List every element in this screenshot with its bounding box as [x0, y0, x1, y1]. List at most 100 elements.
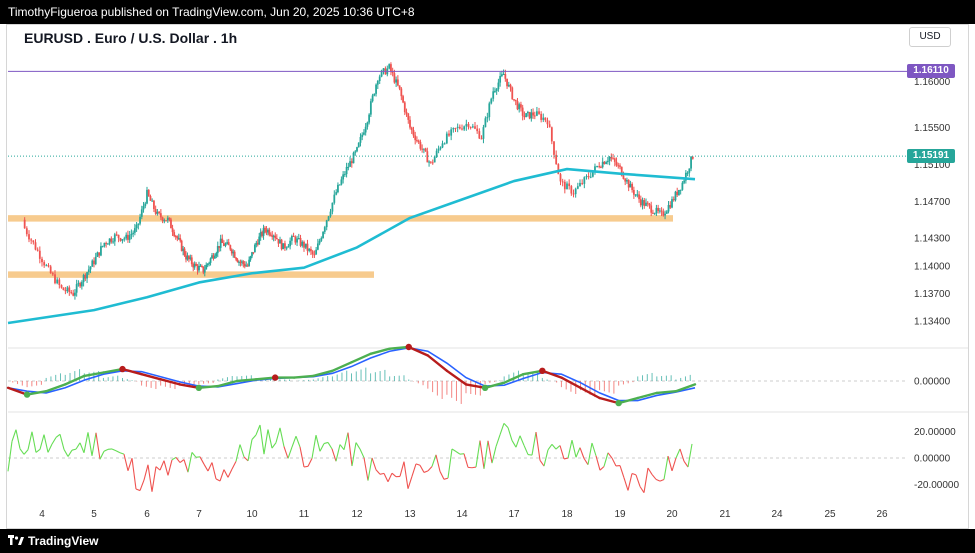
candle-body — [179, 238, 182, 241]
candle-body — [653, 213, 656, 215]
candle-body — [504, 74, 507, 79]
osc1-main-segment — [25, 390, 48, 396]
support-zone — [8, 271, 374, 278]
candle-body — [54, 274, 56, 284]
osc2-segment — [343, 432, 349, 450]
candle-body — [202, 266, 205, 273]
osc2-segment — [555, 445, 561, 450]
osc2-segment — [367, 457, 373, 481]
candle-body — [410, 127, 413, 131]
candle-body — [264, 227, 266, 230]
candle-body — [137, 223, 140, 225]
oscillator-1-pane: 0.00000 — [6, 343, 951, 407]
candle-body — [467, 123, 470, 128]
candle-body — [117, 234, 120, 239]
osc2-segment — [247, 439, 253, 461]
candle-body — [36, 249, 39, 251]
osc2-segment — [487, 440, 493, 464]
candle-body — [70, 292, 73, 294]
candle-body — [183, 248, 186, 256]
candle-body — [135, 224, 138, 229]
candle-body — [523, 115, 526, 118]
osc2-segment — [211, 462, 217, 480]
osc2-segment — [259, 424, 265, 455]
candle-body — [490, 98, 493, 104]
osc2-segment — [171, 456, 177, 461]
osc1-main-segment — [140, 373, 162, 381]
candle-body — [452, 127, 455, 130]
osc2-segment — [419, 465, 425, 473]
candle-body — [218, 246, 221, 248]
osc2-segment — [311, 435, 317, 459]
currency-button[interactable]: USD — [909, 27, 951, 47]
candle-body — [478, 131, 481, 139]
candle-body — [576, 186, 579, 189]
candle-body — [454, 127, 457, 129]
y-tick-label: 1.13700 — [914, 289, 951, 300]
candle-body — [417, 140, 420, 142]
osc2-segment — [451, 448, 457, 452]
osc2-segment — [11, 429, 17, 442]
candle-body — [627, 179, 630, 188]
candle-body — [58, 279, 61, 285]
osc2-segment — [631, 472, 637, 476]
osc2-segment — [315, 435, 321, 452]
candle-body — [398, 85, 401, 89]
candle-body — [684, 172, 687, 181]
candle-body — [400, 88, 403, 97]
osc2-segment — [327, 442, 333, 450]
candle-body — [507, 84, 510, 87]
candle-body — [215, 253, 218, 257]
osc2-segment — [131, 458, 137, 490]
osc2-segment — [595, 455, 601, 471]
candle-body — [163, 220, 166, 222]
osc2-segment — [175, 457, 181, 463]
grid — [8, 347, 968, 413]
osc1-tick-label: 0.00000 — [914, 377, 951, 388]
osc2-segment — [443, 477, 449, 480]
osc2-segment — [79, 442, 85, 453]
osc2-segment — [471, 466, 477, 469]
candle-body — [482, 127, 485, 139]
candle-body — [601, 161, 604, 168]
candle-body — [585, 176, 588, 178]
candle-body — [536, 111, 538, 116]
candle-body — [290, 236, 293, 241]
osc1-main-segment — [293, 374, 315, 379]
support-zone — [8, 215, 673, 222]
x-tick-label: 10 — [246, 509, 258, 520]
candle-body — [249, 256, 252, 260]
candle-body — [499, 76, 502, 83]
osc2-segment — [71, 448, 77, 451]
osc2-segment — [527, 454, 533, 456]
candle-body — [494, 90, 496, 92]
candle-body — [222, 242, 225, 246]
osc2-segment — [195, 456, 201, 458]
osc1-main-segment — [541, 369, 563, 379]
candle-body — [168, 217, 171, 220]
candle-body — [256, 242, 259, 245]
osc2-segment — [63, 449, 69, 457]
candle-body — [532, 112, 534, 116]
candle-body — [174, 235, 177, 237]
candle-body — [645, 202, 647, 206]
osc1-main-segment — [426, 354, 449, 372]
candle-body — [540, 113, 543, 120]
osc2-segment — [619, 465, 625, 478]
candle-body — [282, 243, 285, 250]
candle-body — [613, 158, 616, 162]
candle-body — [335, 192, 338, 195]
candle-body — [672, 199, 675, 201]
candle-body — [74, 292, 76, 296]
candle-body — [277, 239, 280, 244]
candle-body — [84, 274, 87, 279]
candle-body — [236, 259, 239, 263]
candle-body — [664, 213, 666, 216]
candle-body — [669, 205, 672, 208]
candle-body — [185, 255, 187, 260]
candle-body — [456, 126, 459, 128]
candle-body — [502, 74, 505, 76]
candle-body — [409, 119, 411, 128]
osc2-segment — [587, 442, 593, 465]
